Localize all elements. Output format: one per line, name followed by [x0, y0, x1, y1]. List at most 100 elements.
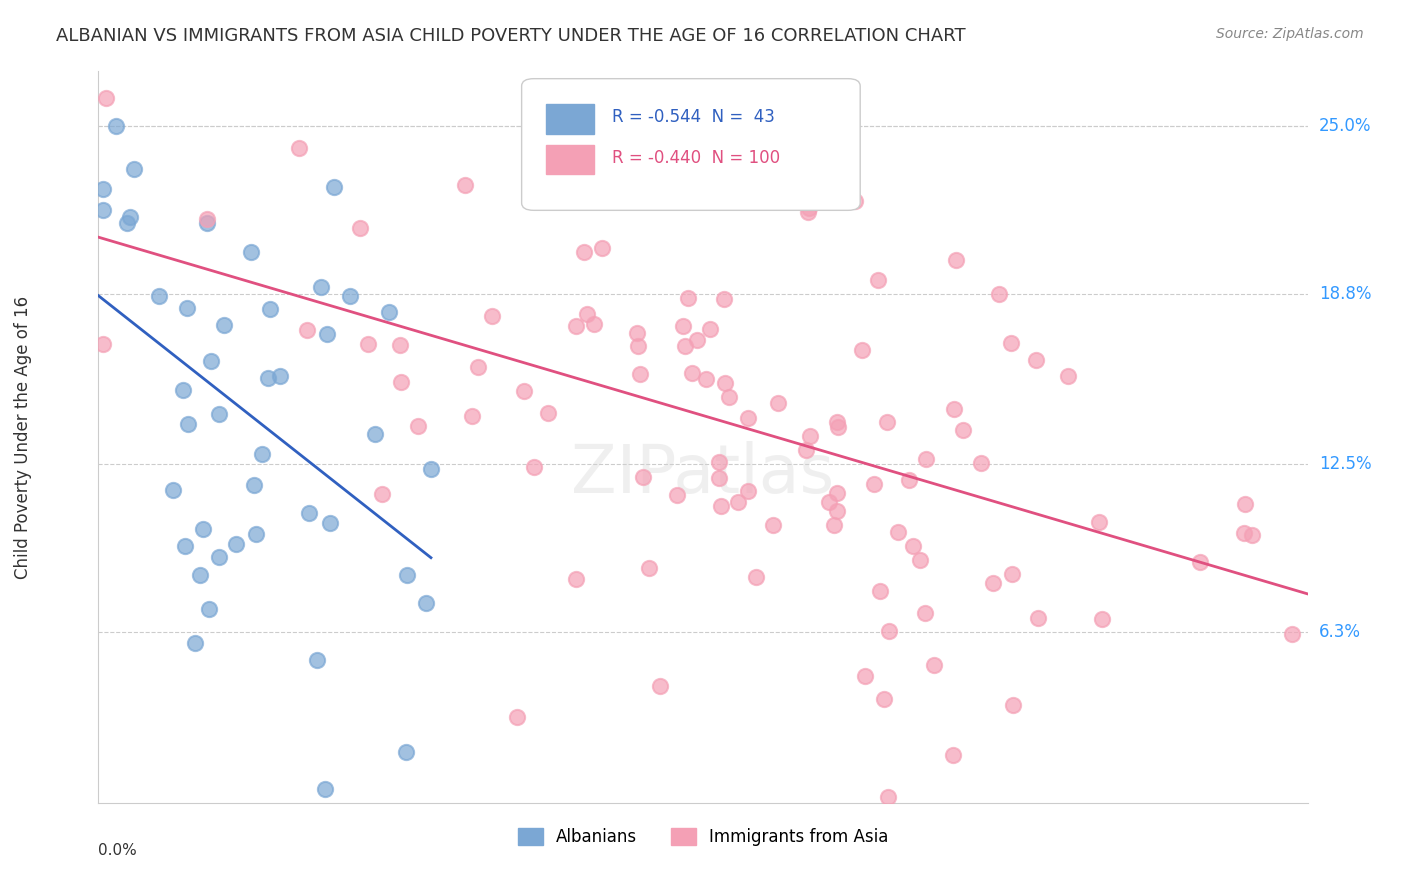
Point: [120, 211, 142, 225]
Point: [672, 319, 695, 334]
Point: [513, 384, 536, 399]
Point: [745, 569, 768, 583]
Point: [467, 359, 489, 374]
Point: [177, 417, 200, 431]
Point: [105, 119, 128, 133]
Point: [395, 745, 418, 759]
Point: [665, 488, 688, 502]
Point: [94, 91, 117, 105]
Point: [357, 337, 380, 351]
Point: [174, 539, 197, 553]
Point: [1025, 353, 1047, 368]
Point: [1002, 698, 1025, 712]
Point: [389, 338, 412, 352]
Point: [844, 194, 866, 208]
Point: [942, 747, 965, 762]
Point: [148, 289, 170, 303]
Point: [636, 91, 658, 105]
Point: [737, 483, 759, 498]
Point: [195, 211, 218, 226]
Point: [461, 409, 484, 423]
Point: [305, 652, 328, 666]
Point: [1234, 497, 1257, 511]
Point: [628, 368, 651, 382]
Bar: [546, 145, 595, 174]
Point: [295, 323, 318, 337]
Point: [225, 537, 247, 551]
Point: [825, 415, 848, 429]
Point: [727, 495, 749, 509]
Text: 25.0%: 25.0%: [1319, 117, 1371, 135]
Point: [415, 596, 437, 610]
Point: [851, 343, 873, 357]
FancyBboxPatch shape: [522, 78, 860, 211]
Text: Child Poverty Under the Age of 16: Child Poverty Under the Age of 16: [14, 295, 32, 579]
Text: ZIPatlas: ZIPatlas: [571, 441, 835, 507]
Point: [825, 486, 848, 500]
Point: [481, 309, 503, 323]
Point: [323, 179, 346, 194]
Point: [626, 326, 648, 340]
Point: [377, 304, 399, 318]
Point: [315, 327, 337, 342]
Point: [314, 782, 336, 797]
Point: [592, 241, 614, 255]
Point: [572, 245, 595, 260]
Point: [288, 140, 311, 154]
Point: [1000, 566, 1022, 581]
Point: [371, 487, 394, 501]
Point: [762, 518, 785, 533]
Point: [259, 302, 281, 317]
Point: [309, 280, 332, 294]
Bar: [546, 104, 595, 134]
Point: [1000, 336, 1022, 351]
Point: [184, 636, 207, 650]
Point: [364, 427, 387, 442]
Point: [922, 658, 945, 673]
Point: [707, 455, 730, 469]
Point: [713, 292, 735, 306]
Point: [162, 483, 184, 497]
Point: [707, 471, 730, 485]
Point: [565, 572, 588, 586]
Point: [876, 415, 898, 429]
Point: [908, 552, 931, 566]
Point: [714, 376, 737, 391]
Point: [862, 476, 884, 491]
Text: 6.3%: 6.3%: [1319, 624, 1361, 641]
Point: [408, 418, 430, 433]
Point: [1241, 528, 1264, 542]
Point: [987, 287, 1010, 301]
Point: [943, 402, 966, 417]
Point: [91, 182, 114, 196]
Point: [695, 371, 717, 385]
Point: [797, 204, 820, 219]
Point: [200, 354, 222, 368]
Text: ALBANIAN VS IMMIGRANTS FROM ASIA CHILD POVERTY UNDER THE AGE OF 16 CORRELATION C: ALBANIAN VS IMMIGRANTS FROM ASIA CHILD P…: [56, 27, 966, 45]
Point: [420, 462, 443, 476]
Point: [1233, 525, 1256, 540]
Point: [797, 201, 820, 215]
Point: [1281, 627, 1303, 641]
Point: [349, 220, 371, 235]
Point: [633, 469, 655, 483]
Text: Source: ZipAtlas.com: Source: ZipAtlas.com: [1216, 27, 1364, 41]
Point: [212, 318, 235, 332]
Point: [124, 161, 146, 176]
Point: [191, 522, 214, 536]
Point: [243, 477, 266, 491]
Point: [176, 301, 198, 315]
Text: R = -0.440  N = 100: R = -0.440 N = 100: [613, 149, 780, 167]
Point: [208, 549, 231, 564]
Text: 0.0%: 0.0%: [98, 843, 138, 858]
Point: [637, 561, 659, 575]
Point: [901, 539, 924, 553]
Point: [981, 575, 1004, 590]
Point: [627, 339, 650, 353]
Point: [395, 568, 418, 582]
Point: [600, 167, 623, 181]
Text: 12.5%: 12.5%: [1319, 455, 1371, 473]
Point: [565, 318, 588, 333]
Point: [1057, 369, 1080, 384]
Point: [245, 526, 267, 541]
